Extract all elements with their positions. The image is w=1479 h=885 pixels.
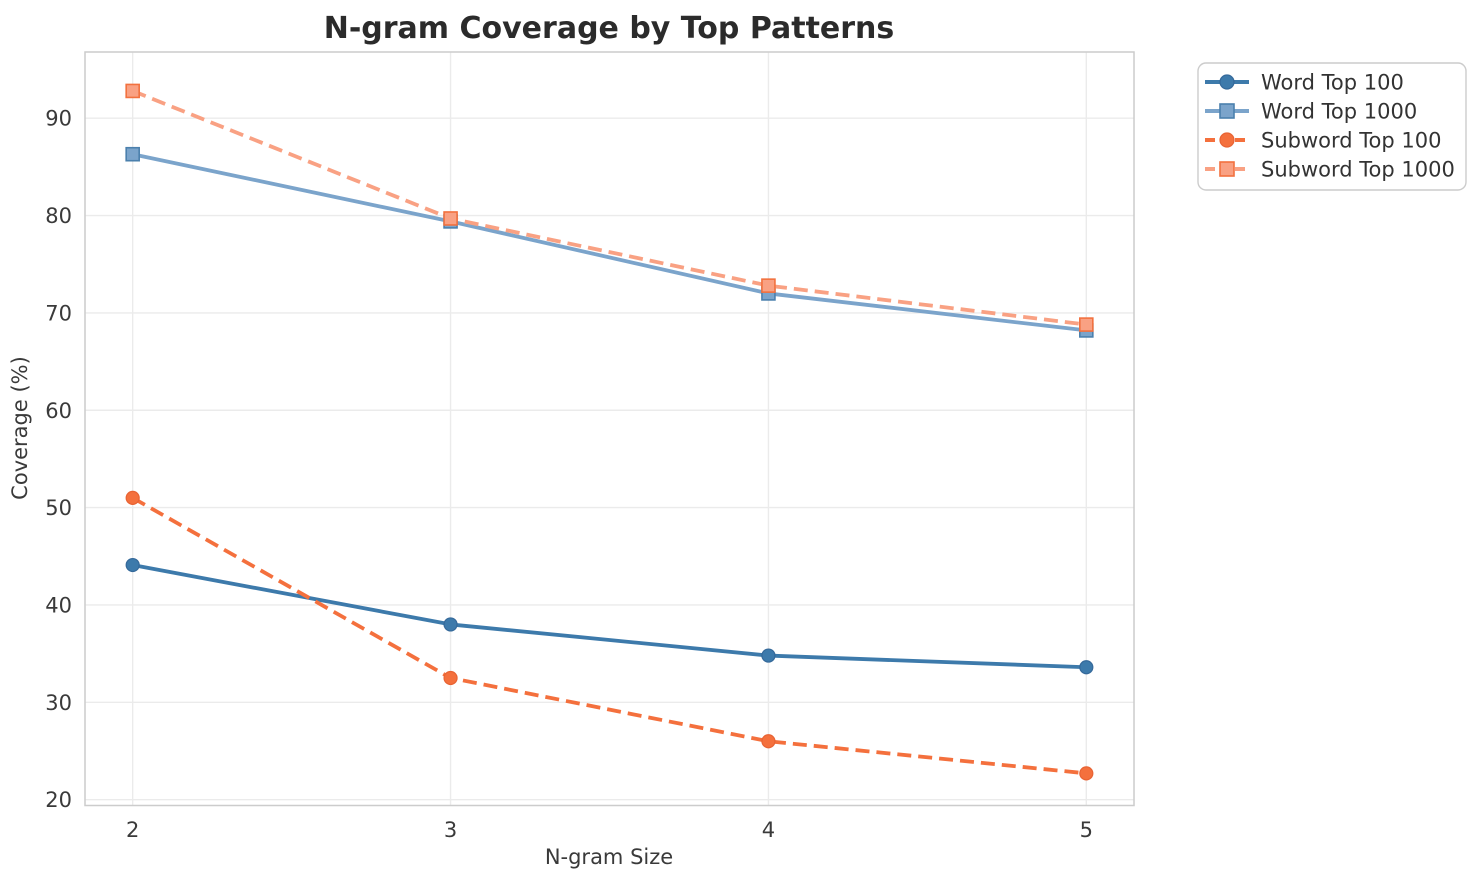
- y-tick-labels: 20 30 40 50 60 70 80 90: [45, 107, 72, 812]
- data-point-marker: [125, 490, 140, 505]
- legend-item: Word Top 1000: [1205, 100, 1417, 124]
- legend-item: Subword Top 100: [1205, 129, 1441, 153]
- y-tick-label: 80: [45, 204, 72, 228]
- x-tick-label: 3: [444, 818, 457, 842]
- x-tick-label: 2: [126, 818, 139, 842]
- y-tick-label: 50: [45, 496, 72, 520]
- data-point-marker: [1079, 660, 1094, 675]
- data-point-marker: [1079, 317, 1094, 332]
- x-tick-labels: 2 3 4 5: [126, 818, 1093, 842]
- y-tick-label: 30: [45, 691, 72, 715]
- y-tick-label: 20: [45, 788, 72, 812]
- y-tick-label: 60: [45, 399, 72, 423]
- chart-title: N-gram Coverage by Top Patterns: [324, 11, 895, 46]
- data-point-marker: [125, 557, 140, 573]
- x-tick-label: 5: [1080, 818, 1093, 842]
- x-tick-label: 4: [762, 818, 775, 842]
- legend-marker: [1219, 103, 1235, 119]
- y-tick-label: 40: [45, 593, 72, 617]
- data-point-marker: [443, 670, 458, 686]
- y-tick-label: 90: [45, 107, 72, 131]
- y-tick-label: 70: [45, 301, 72, 325]
- legend: Word Top 100 Word Top 1000 Subword Top 100…: [1197, 62, 1467, 191]
- legend-marker: [1219, 161, 1235, 177]
- legend-item-label: Subword Top 1000: [1261, 158, 1455, 182]
- data-series: [125, 83, 1094, 781]
- legend-item-label: Word Top 1000: [1261, 100, 1417, 124]
- data-point-marker: [1079, 766, 1094, 781]
- legend-box: [1197, 62, 1467, 191]
- legend-item-label: Word Top 100: [1261, 71, 1404, 95]
- x-axis-label: N-gram Size: [545, 845, 673, 869]
- series-line-word-top-100: [132, 563, 1087, 670]
- legend-item-label: Subword Top 100: [1261, 129, 1441, 153]
- series-line-subword-top-100: [131, 496, 1087, 776]
- data-point-marker: [761, 734, 776, 749]
- data-point-marker: [443, 617, 458, 632]
- data-point-marker: [761, 278, 776, 293]
- data-point-marker: [125, 146, 140, 162]
- legend-item: Subword Top 1000: [1205, 158, 1455, 182]
- legend-marker: [1219, 74, 1235, 90]
- y-axis-label: Coverage (%): [8, 356, 32, 500]
- data-point-marker: [761, 648, 776, 663]
- series-line-subword-top-1000: [131, 89, 1087, 327]
- series-line-word-top-1000: [132, 152, 1087, 333]
- data-point-marker: [125, 83, 140, 99]
- gridlines: [85, 52, 1134, 806]
- plot-border: [84, 51, 1135, 807]
- legend-item: Word Top 100: [1205, 71, 1404, 95]
- legend-marker: [1219, 132, 1235, 148]
- data-point-marker: [443, 211, 458, 226]
